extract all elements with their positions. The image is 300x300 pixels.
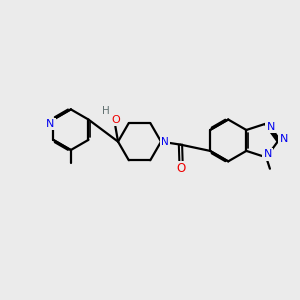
Text: N: N bbox=[46, 119, 55, 129]
Text: N: N bbox=[266, 122, 275, 131]
Text: N: N bbox=[263, 149, 272, 159]
Text: N: N bbox=[280, 134, 288, 144]
Text: N: N bbox=[161, 136, 169, 147]
Text: H: H bbox=[102, 106, 110, 116]
Text: O: O bbox=[111, 115, 120, 125]
Text: O: O bbox=[176, 162, 186, 175]
